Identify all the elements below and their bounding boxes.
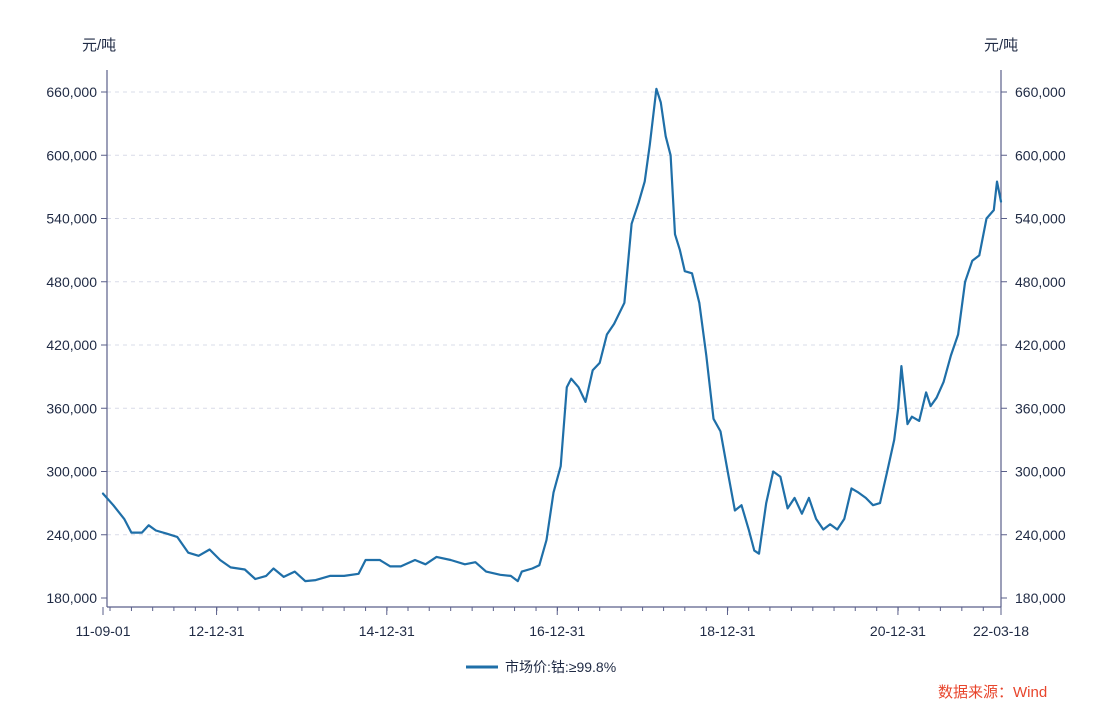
y-tick-label-right: 600,000 [1015, 147, 1066, 163]
x-tick-label: 12-12-31 [189, 623, 245, 639]
y-tick-label-left: 240,000 [46, 527, 97, 543]
x-tick-label: 18-12-31 [699, 623, 755, 639]
y-tick-label-right: 660,000 [1015, 84, 1066, 100]
y-tick-label-left: 300,000 [46, 464, 97, 480]
x-tick-label: 22-03-18 [973, 623, 1029, 639]
x-tick-label: 14-12-31 [359, 623, 415, 639]
data-source-label: 数据来源：Wind [938, 684, 1047, 701]
legend: 市场价:钴:≥99.8% [466, 659, 616, 675]
y-tick-label-right: 240,000 [1015, 527, 1066, 543]
legend-label: 市场价:钴:≥99.8% [505, 659, 616, 675]
x-tick-label: 16-12-31 [529, 623, 585, 639]
x-tick-label: 11-09-01 [75, 623, 130, 639]
y-tick-label-left: 540,000 [46, 211, 97, 227]
series-layer [101, 87, 1003, 583]
y-tick-label-right: 360,000 [1015, 400, 1066, 416]
y-tick-label-left: 660,000 [46, 84, 97, 100]
y-tick-label-left: 360,000 [46, 400, 97, 416]
y-tick-label-left: 600,000 [46, 147, 97, 163]
y-tick-label-right: 180,000 [1015, 590, 1066, 606]
y-tick-label-left: 420,000 [46, 337, 97, 353]
y-tick-label-right: 420,000 [1015, 337, 1066, 353]
y-tick-label-right: 300,000 [1015, 464, 1066, 480]
tick-labels: 180,000 180,000 240,000 240,000 300,000 300,0… [46, 84, 1065, 639]
y-tick-label-right: 480,000 [1015, 274, 1066, 290]
y-tick-label-left: 180,000 [46, 590, 97, 606]
series-line [101, 87, 1003, 583]
right-axis-unit-label: 元/吨 [984, 37, 1018, 54]
grid-lines [107, 91, 1001, 536]
x-tick-label: 20-12-31 [870, 623, 926, 639]
y-tick-label-left: 480,000 [46, 274, 97, 290]
y-tick-label-right: 540,000 [1015, 211, 1066, 227]
left-axis-unit-label: 元/吨 [82, 37, 116, 54]
axes [106, 70, 1002, 608]
